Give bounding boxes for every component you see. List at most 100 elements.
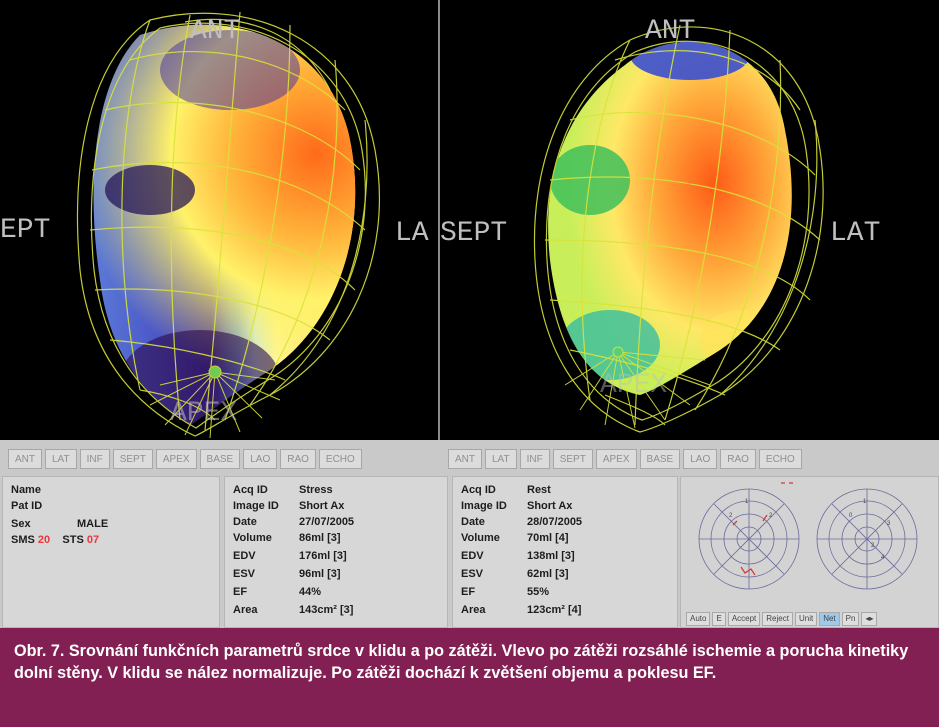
rest-ef-label: EF (461, 586, 476, 598)
rest-sept-label: SEPT (440, 218, 507, 249)
stress-ef-value: 44% (299, 586, 322, 598)
figure-caption: Obr. 7. Srovnání funkčních parametrů srd… (0, 628, 939, 727)
svg-text:2: 2 (729, 513, 733, 519)
stress-acq-value: Stress (299, 484, 333, 496)
stress-view-base-button[interactable]: BASE (199, 449, 241, 469)
svg-text:2: 2 (871, 543, 875, 549)
sms-label: SMS (11, 534, 35, 546)
rest-ventricle-render: SEPT ANT LAT APEX (440, 16, 880, 433)
stress-view-ant-button[interactable]: ANT (8, 449, 42, 469)
stress-ventricle-render: ANT EPT LA APEX (0, 11, 429, 439)
rest-area-value: 123cm² [4] (527, 604, 582, 616)
stress-date-value: 27/07/2005 (299, 516, 355, 528)
rest-edv-value: 138ml [3] (527, 550, 575, 562)
rest-info-panel: Acq ID Rest Image ID Short Ax Date 28/07/20… (452, 476, 678, 628)
name-label: Name (11, 484, 41, 496)
rest-ant-label: ANT (645, 16, 695, 47)
stress-sept-label: EPT (0, 215, 50, 246)
stress-view-lao-button[interactable]: LAO (243, 449, 278, 469)
sex-value: MALE (77, 518, 109, 530)
svg-text:3: 3 (887, 521, 891, 527)
rest-image-value: Short Ax (527, 500, 573, 512)
stress-image-label: Image ID (233, 500, 279, 512)
patient-info-panel: Name Pat ID Sex MALE SMS 20 STS 07 (2, 476, 220, 628)
stress-lat-label: LA (395, 218, 429, 249)
rest-volume-value: 70ml [4] (527, 532, 569, 544)
rest-esv-value: 62ml [3] (527, 568, 569, 580)
stress-volume-label: Volume (233, 532, 272, 544)
rest-3d-view[interactable]: SEPT ANT LAT APEX (440, 0, 939, 440)
stress-bullseye (698, 488, 800, 590)
stress-edv-value: 176ml [3] (299, 550, 347, 562)
rest-view-inf-button[interactable]: INF (519, 449, 550, 469)
rest-view-lao-button[interactable]: LAO (683, 449, 718, 469)
stress-ef-label: EF (233, 586, 248, 598)
stress-view-apex-button[interactable]: APEX (155, 449, 197, 469)
rest-image-label: Image ID (461, 500, 507, 512)
stress-area-label: Area (233, 604, 258, 616)
stress-edv-label: EDV (233, 550, 256, 562)
sts-value: 07 (86, 534, 100, 546)
e-button[interactable]: E (712, 612, 726, 626)
sex-label: Sex (11, 518, 31, 530)
rest-view-sept-button[interactable]: SEPT (552, 449, 593, 469)
stress-area-value: 143cm² [3] (299, 604, 354, 616)
rest-lat-label: LAT (830, 218, 880, 249)
rest-apex-label: APEX (600, 370, 667, 401)
pat-id-label: Pat ID (11, 500, 43, 512)
bullseye-diagrams: 12 2 103 24 (698, 482, 918, 590)
rest-bullseye (816, 488, 918, 590)
prev-next-arrows-icon[interactable]: ◂▸ (861, 612, 878, 626)
rest-view-echo-button[interactable]: ECHO (758, 449, 802, 469)
rest-acq-value: Rest (527, 484, 551, 496)
score-row: SMS 20 STS 07 (11, 533, 99, 547)
stress-volume-value: 86ml [3] (299, 532, 341, 544)
rest-view-base-button[interactable]: BASE (639, 449, 681, 469)
rest-acq-label: Acq ID (461, 484, 496, 496)
stress-apex-label: APEX (170, 398, 237, 429)
nuclear-cardiology-viewer: ANT EPT LA APEX (0, 0, 939, 628)
rest-view-ant-button[interactable]: ANT (448, 449, 482, 469)
rest-edv-label: EDV (461, 550, 484, 562)
stress-esv-label: ESV (233, 568, 256, 580)
sts-label: STS (62, 534, 84, 546)
rest-view-rao-button[interactable]: RAO (720, 449, 756, 469)
unit-button[interactable]: Unit (794, 612, 818, 626)
rest-esv-label: ESV (461, 568, 484, 580)
svg-text:1: 1 (863, 499, 867, 505)
reject-button[interactable]: Reject (762, 612, 793, 626)
auto-button[interactable]: Auto (686, 612, 711, 626)
stress-esv-value: 96ml [3] (299, 568, 341, 580)
sex-row: Sex MALE (11, 517, 108, 531)
pn-button[interactable]: Pn (841, 612, 860, 626)
stress-view-toolbar: ANT LAT INF SEPT APEX BASE LAO RAO ECHO (8, 449, 362, 473)
stress-date-label: Date (233, 516, 257, 528)
stress-info-panel: Acq ID Stress Image ID Short Ax Date 27/07/… (224, 476, 448, 628)
svg-text:2: 2 (769, 513, 773, 519)
accept-button[interactable]: Accept (727, 612, 761, 626)
viewport-divider (438, 0, 440, 440)
stress-acq-label: Acq ID (233, 484, 268, 496)
rest-ef-value: 55% (527, 586, 550, 598)
svg-text:1: 1 (745, 499, 749, 505)
stress-view-lat-button[interactable]: LAT (45, 449, 77, 469)
stress-ant-label: ANT (190, 16, 240, 47)
rest-view-lat-button[interactable]: LAT (485, 449, 517, 469)
stress-view-inf-button[interactable]: INF (79, 449, 110, 469)
stress-image-value: Short Ax (299, 500, 345, 512)
svg-text:0: 0 (849, 513, 853, 519)
stress-view-sept-button[interactable]: SEPT (112, 449, 153, 469)
sms-value: 20 (37, 534, 51, 546)
stress-3d-view[interactable]: ANT EPT LA APEX (0, 0, 438, 440)
rest-view-apex-button[interactable]: APEX (595, 449, 637, 469)
svg-text:4: 4 (881, 555, 885, 561)
polar-map-toolbar: Auto E Accept Reject Unit Net Pn ◂▸ (686, 612, 878, 626)
net-button[interactable]: Net (819, 612, 840, 626)
stress-view-echo-button[interactable]: ECHO (318, 449, 362, 469)
stress-view-rao-button[interactable]: RAO (280, 449, 316, 469)
rest-area-label: Area (461, 604, 486, 616)
rest-date-label: Date (461, 516, 485, 528)
rest-date-value: 28/07/2005 (527, 516, 583, 528)
rest-view-toolbar: ANT LAT INF SEPT APEX BASE LAO RAO ECHO (448, 449, 802, 473)
